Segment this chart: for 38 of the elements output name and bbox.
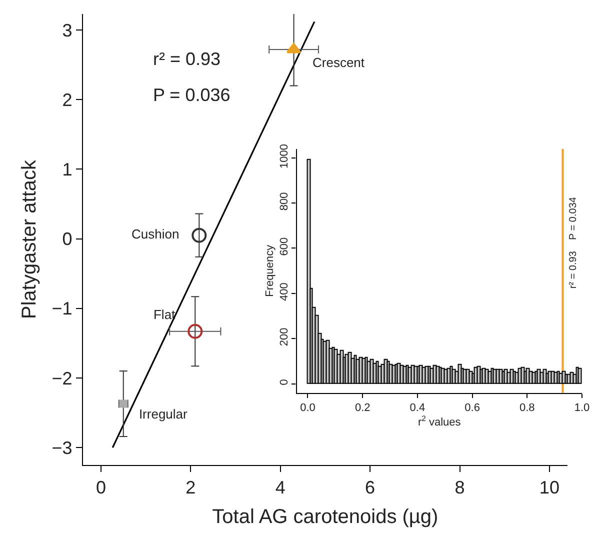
x-tick-label: 8 xyxy=(454,478,465,498)
y-tick-label: −3 xyxy=(52,438,72,458)
y-tick-label: 3 xyxy=(62,20,72,40)
y-axis-title: Frequency xyxy=(264,244,276,297)
x-axis-title: Total AG carotenoids (µg) xyxy=(212,506,438,528)
x-tick-label: 0.8 xyxy=(519,402,535,414)
x-tick-label: 10 xyxy=(539,478,560,498)
x-tick-label: 6 xyxy=(365,478,376,498)
x-tick-label: 1.0 xyxy=(574,402,590,414)
point xyxy=(192,228,207,243)
x-tick-label: 2 xyxy=(186,478,196,498)
y-tick-label: 600 xyxy=(278,237,290,256)
series-label: Crescent xyxy=(302,55,376,70)
y-tick-label: 800 xyxy=(278,192,290,211)
y-axis-title: Platygaster attack xyxy=(18,159,40,319)
x-tick-label: 0 xyxy=(96,478,106,498)
annotation: P = 0.036 xyxy=(153,85,230,105)
y-tick-label: 0 xyxy=(278,379,290,386)
series-label: Cushion xyxy=(120,226,190,242)
y-tick-label: 400 xyxy=(278,282,290,301)
annotation: r² = 0.93 xyxy=(153,49,221,69)
y-tick-label: 0 xyxy=(62,229,72,250)
x-tick-label: 0.4 xyxy=(410,402,426,414)
y-tick-label: 200 xyxy=(278,328,290,346)
point xyxy=(188,324,203,339)
y-tick-label: −2 xyxy=(52,368,72,388)
y-tick-label: 2 xyxy=(62,90,72,110)
x-tick-label: 0.2 xyxy=(354,402,370,414)
x-tick-label: 0.6 xyxy=(464,402,480,414)
series-label: Flat xyxy=(142,306,186,322)
y-tick-label: −1 xyxy=(52,298,72,319)
ref-line-label: r² = 0.93 P = 0.034 xyxy=(568,196,579,289)
x-tick-label: 0.0 xyxy=(300,402,316,414)
series-label: Irregular xyxy=(128,406,198,422)
x-tick-label: 4 xyxy=(275,478,286,498)
y-tick-label: 1 xyxy=(62,160,72,180)
x-axis-title: r$^{2}$ values xyxy=(418,414,462,429)
y-tick-label: 1000 xyxy=(278,144,290,168)
